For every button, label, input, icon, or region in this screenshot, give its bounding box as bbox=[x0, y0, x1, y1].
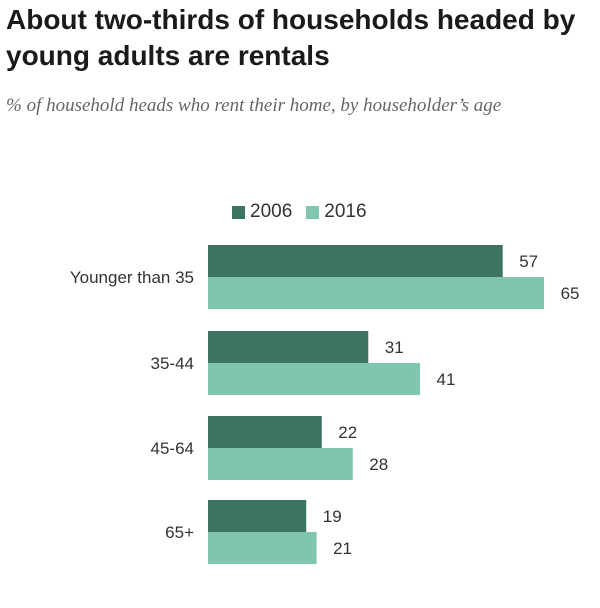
category-label-younger-than-35: Younger than 35 bbox=[70, 268, 194, 287]
legend: 2006 2016 bbox=[232, 201, 381, 223]
value-label-2016-younger-than-35: 65 bbox=[561, 284, 580, 303]
legend-swatch-2006 bbox=[232, 205, 245, 219]
value-label-2006-younger-than-35: 57 bbox=[519, 252, 538, 271]
legend-item-2016: 2016 bbox=[306, 201, 367, 223]
legend-label-2006: 2006 bbox=[250, 201, 293, 222]
bar-2006-45-64 bbox=[208, 416, 322, 448]
value-label-2006-65: 19 bbox=[323, 507, 342, 526]
bar-2006-65 bbox=[208, 500, 307, 532]
value-label-2016-45-64: 28 bbox=[369, 455, 388, 474]
legend-swatch-2016 bbox=[306, 205, 320, 219]
bar-2006-younger-than-35 bbox=[208, 245, 503, 277]
category-label-45-64: 45-64 bbox=[151, 439, 194, 458]
chart-title: About two-thirds of households headed by… bbox=[6, 4, 576, 71]
bar-2006-35-44 bbox=[208, 331, 369, 363]
bar-2016-65 bbox=[208, 532, 317, 564]
bar-2016-younger-than-35 bbox=[208, 277, 545, 309]
category-label-65: 65+ bbox=[165, 523, 194, 542]
legend-label-2016: 2016 bbox=[324, 201, 367, 222]
value-label-2016-65: 21 bbox=[333, 539, 352, 558]
bar-2016-35-44 bbox=[208, 363, 420, 395]
value-label-2016-35-44: 41 bbox=[437, 370, 456, 389]
category-label-35-44: 35-44 bbox=[151, 354, 194, 373]
value-label-2006-45-64: 22 bbox=[338, 423, 357, 442]
chart-subtitle: % of household heads who rent their home… bbox=[6, 95, 502, 116]
bar-2016-45-64 bbox=[208, 448, 353, 480]
value-label-2006-35-44: 31 bbox=[385, 338, 404, 357]
legend-item-2006: 2006 bbox=[232, 201, 292, 223]
